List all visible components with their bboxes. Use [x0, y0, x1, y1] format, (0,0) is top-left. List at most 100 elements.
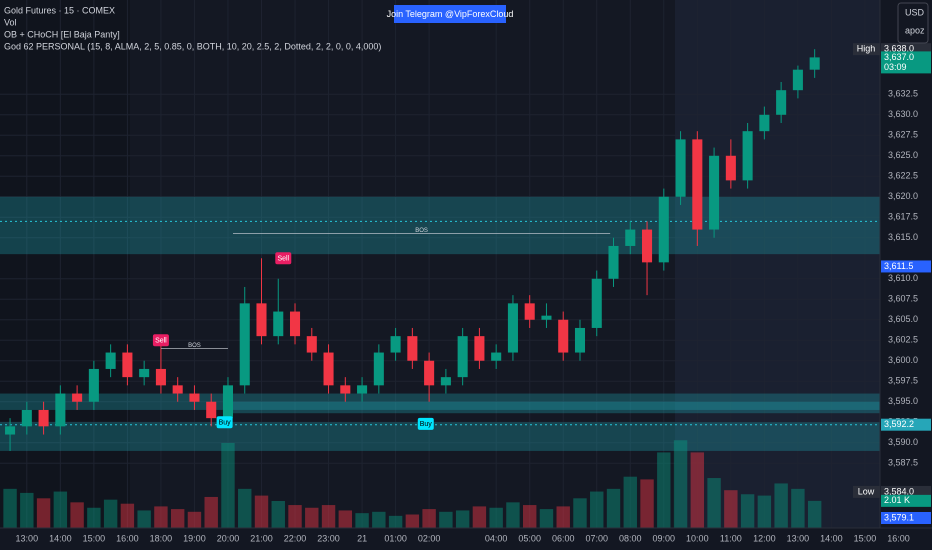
volume-bar — [573, 498, 587, 528]
candle-body — [105, 352, 116, 369]
x-tick-label: 16:00 — [116, 533, 139, 543]
volume-bar — [807, 500, 822, 528]
x-tick-label: 06:00 — [552, 533, 575, 543]
indicator: God 62 PERSONAL (15, 8, ALMA, 2, 5, 0.85… — [4, 41, 381, 51]
volume-bar — [774, 483, 788, 528]
x-tick-label: 21 — [357, 533, 367, 543]
x-tick-label: 21:00 — [250, 533, 273, 543]
volume-bar — [489, 507, 503, 528]
price-label-text: 3,579.1 — [884, 512, 914, 522]
banner-text[interactable]: Join Telegram @VipForexCloud — [387, 9, 514, 19]
y-tick-label: 3,607.5 — [888, 294, 918, 304]
volume-label-text: 2.01 K — [884, 495, 910, 505]
candle-body — [742, 131, 753, 181]
chart-title: Gold Futures · 15 · COMEX — [4, 5, 115, 15]
candle-body — [558, 319, 569, 353]
candle-body — [440, 377, 451, 386]
signal-box — [417, 417, 434, 430]
time-axis — [0, 528, 932, 550]
volume-bar — [740, 494, 755, 528]
y-tick-label: 3,590.0 — [888, 437, 918, 447]
candle-body — [675, 139, 686, 197]
volume-label — [881, 494, 931, 507]
volume-bar — [606, 488, 621, 528]
volume-bar — [405, 514, 420, 528]
tag-box — [853, 43, 880, 56]
bos-label: BOS — [415, 228, 428, 234]
x-tick-label: 15:00 — [83, 533, 106, 543]
volume-bar — [355, 513, 369, 528]
indicator: OB + CHoCH [El Baja Panty] — [4, 29, 120, 39]
x-tick-label: 13:00 — [16, 533, 39, 543]
price-label — [881, 260, 931, 273]
volume-bar — [170, 509, 185, 528]
price-label-text: 3,592.2 — [884, 419, 914, 429]
candle-body — [256, 303, 267, 337]
volume-bar — [707, 478, 721, 528]
volume-bar — [556, 506, 570, 528]
candle-body — [72, 393, 83, 402]
volume-bar — [254, 495, 269, 528]
signal-label: Buy — [420, 421, 433, 428]
volume-bar — [154, 506, 168, 528]
candle-body — [357, 385, 368, 394]
y-tick-label: 3,627.5 — [888, 130, 918, 140]
volume-bar — [321, 505, 336, 528]
signal-box — [152, 334, 169, 347]
candle-body — [608, 245, 619, 279]
candle-body — [725, 155, 736, 181]
volume-bar — [657, 452, 671, 528]
x-tick-label: 12:00 — [753, 533, 776, 543]
price-label-text: 3,637.0 — [884, 52, 914, 62]
x-tick-label: 20:00 — [217, 533, 240, 543]
signal-label: Buy — [219, 420, 232, 427]
volume-bar — [422, 509, 436, 528]
price-label — [881, 512, 931, 524]
x-tick-label: 23:00 — [317, 533, 340, 543]
candle-body — [591, 278, 602, 328]
x-tick-label: 18:00 — [150, 533, 173, 543]
candle-body — [491, 352, 502, 361]
volume-bar — [103, 499, 118, 528]
countdown: 03:09 — [884, 62, 907, 72]
candle-body — [289, 311, 301, 337]
candle-body — [172, 385, 183, 394]
candle-body — [155, 368, 166, 386]
candle-body — [139, 368, 150, 378]
volume-bar — [20, 492, 34, 528]
banner[interactable] — [394, 5, 506, 23]
plot: BOS BOS Sell Sell Buy Buy — [0, 0, 881, 528]
volume-bar — [439, 511, 453, 528]
signal-label: Sell — [155, 338, 167, 345]
candle-body — [507, 303, 518, 353]
candle-body — [709, 155, 720, 230]
volume-bar — [724, 490, 738, 528]
y-tick-label: 3,587.5 — [888, 458, 918, 468]
candle-body — [323, 352, 334, 386]
x-tick-label: 15:00 — [854, 533, 877, 543]
volume-bar — [120, 503, 135, 528]
candle-body — [390, 336, 401, 353]
currency-box[interactable] — [897, 2, 929, 44]
volume-bar — [204, 496, 218, 528]
x-tick-label: 02:00 — [418, 533, 441, 543]
volume-bar — [305, 507, 319, 528]
volume-bar — [53, 491, 68, 528]
indicator: Vol — [4, 17, 17, 27]
volume-bar — [673, 440, 688, 528]
candle-body — [642, 229, 653, 263]
volume-bar — [522, 505, 537, 528]
y-tick-label: 3,615.0 — [888, 232, 918, 242]
account: apoz — [905, 25, 925, 35]
y-tick-label: 3,617.5 — [888, 212, 918, 222]
price-label — [881, 51, 931, 74]
volume-bar — [372, 511, 386, 528]
candle-body — [38, 409, 49, 427]
order-block — [227, 401, 881, 414]
candle-body — [222, 385, 233, 419]
candle-body — [88, 368, 99, 402]
x-tick-label: 11:00 — [720, 533, 742, 543]
candle-body — [457, 336, 468, 378]
